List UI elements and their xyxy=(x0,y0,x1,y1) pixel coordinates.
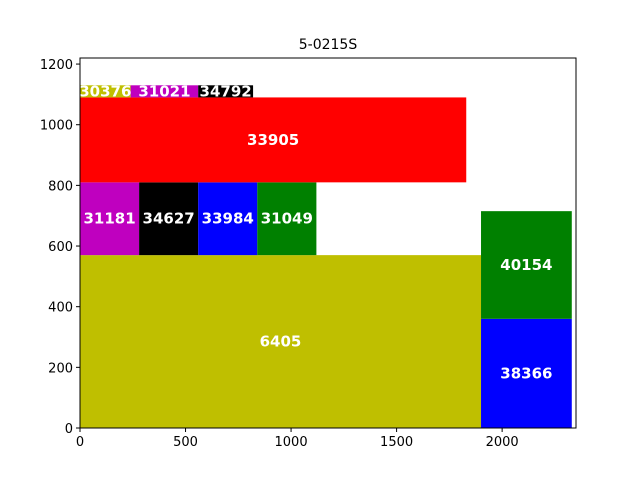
rect-label-34627: 34627 xyxy=(143,210,195,228)
rect-label-30376: 30376 xyxy=(79,82,131,100)
rect-31049 xyxy=(257,182,317,256)
x-tick-label-2000: 2000 xyxy=(486,435,519,450)
y-tick-label-1200: 1200 xyxy=(40,58,73,73)
rect-label-34792: 34792 xyxy=(200,82,252,100)
rect-label-31181: 31181 xyxy=(83,210,135,228)
y-tick-label-200: 200 xyxy=(48,361,73,376)
rects-layer xyxy=(80,85,572,428)
rect-34792 xyxy=(198,85,254,98)
rect-31181 xyxy=(80,182,140,256)
plot-frame xyxy=(79,57,577,429)
rect-33905 xyxy=(80,97,467,183)
rect-labels-layer: 6405 38366 40154 31181 34627 33984 31049 33905 3… xyxy=(79,82,552,382)
rect-label-31021: 31021 xyxy=(138,82,190,100)
y-tick-label-1000: 1000 xyxy=(40,119,73,134)
y-tick-label-600: 600 xyxy=(48,240,73,255)
rect-label-31049: 31049 xyxy=(261,210,313,228)
y-tick-label-0: 0 xyxy=(65,422,73,437)
rect-38366 xyxy=(481,318,572,428)
rect-30376 xyxy=(80,85,131,98)
rect-33984 xyxy=(198,182,258,256)
rect-40154 xyxy=(481,211,572,319)
rect-label-33905: 33905 xyxy=(247,131,299,149)
rect-label-33984: 33984 xyxy=(202,210,254,228)
rect-label-6405: 6405 xyxy=(260,333,302,351)
rect-31021 xyxy=(130,85,199,98)
y-tick-label-400: 400 xyxy=(48,301,73,316)
x-tick-label-1500: 1500 xyxy=(380,435,413,450)
x-tick-label-0: 0 xyxy=(76,435,84,450)
x-tick-label-500: 500 xyxy=(173,435,198,450)
rect-6405 xyxy=(80,255,482,428)
axis-ticks-layer: 0 500 1000 1500 2000 0 200 400 600 800 1000 1200 xyxy=(40,58,519,450)
rect-34627 xyxy=(139,182,199,256)
x-tick-label-1000: 1000 xyxy=(275,435,308,450)
chart-title: 5-0215S xyxy=(299,37,358,53)
rect-label-40154: 40154 xyxy=(500,256,552,274)
y-tick-label-800: 800 xyxy=(48,179,73,194)
rect-label-38366: 38366 xyxy=(500,364,552,382)
